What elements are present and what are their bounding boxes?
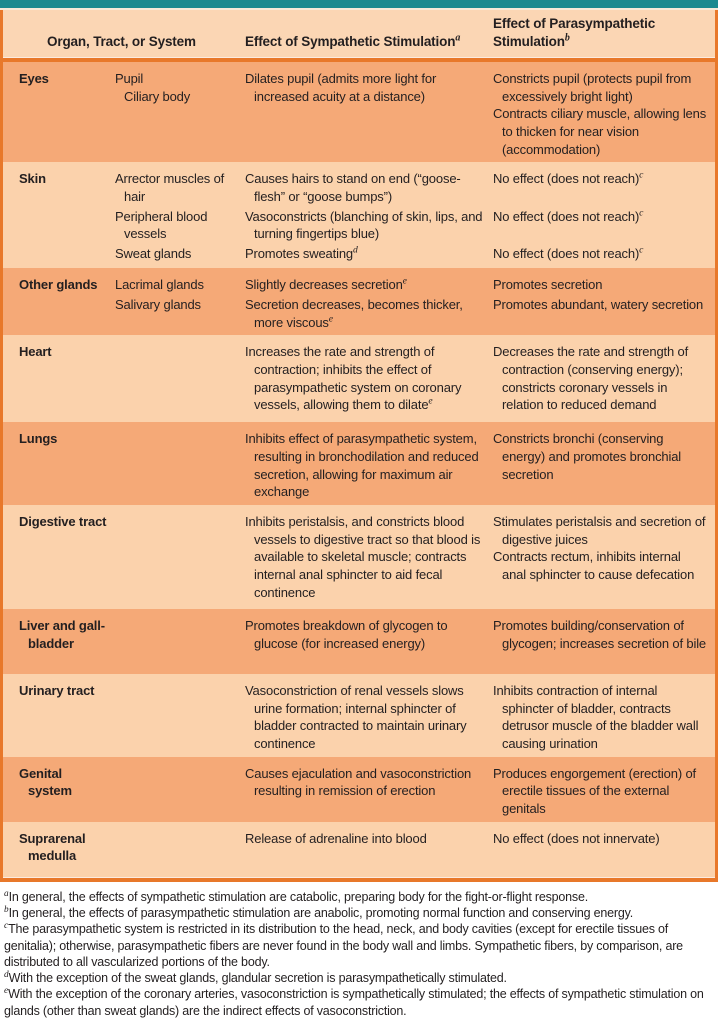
organ-cell: Other glands — [19, 277, 98, 293]
sympathetic-effect-cell: Release of adrenaline into blood — [245, 830, 493, 865]
parasympathetic-effect-cell: Constricts pupil (protects pupil from ex… — [493, 70, 711, 158]
parasympathetic-effect-cell: Promotes secretion — [493, 276, 711, 294]
effect-paragraph: No effect (does not innervate) — [493, 830, 660, 846]
organ-part-cell: Arrector muscles of hair — [115, 171, 225, 205]
sympathetic-effect-cell: Promotes sweatingd — [245, 245, 493, 263]
effect-paragraph: Vasoconstricts (blanching of skin, lips,… — [245, 208, 483, 242]
effect-paragraph: Slightly decreases secretione — [245, 276, 407, 293]
parasympathetic-effect-cell: Promotes building/conservation of glycog… — [493, 617, 711, 652]
table-row: Urinary tract Vasoconstriction of renal v… — [3, 674, 715, 757]
parasympathetic-effect-cell: Produces engorgement (erection) of erect… — [493, 765, 711, 818]
organ-part-cell: Lacrimal glands — [115, 277, 204, 293]
organ-cell: Urinary tract — [19, 683, 95, 699]
parasympathetic-effect-cell: Stimulates peristalsis and secretion of … — [493, 513, 711, 601]
effect-paragraph: Release of adrenaline into blood — [245, 830, 427, 846]
organ-cell: Skin — [19, 171, 46, 187]
organ-part-cell: Salivary glands — [115, 297, 201, 313]
effect-paragraph: No effect (does not reach)c — [493, 244, 644, 262]
sympathetic-effect-cell: Secretion decreases, becomes thicker, mo… — [245, 296, 493, 331]
effect-paragraph: No effect (does not reach)c — [493, 207, 644, 224]
organ-cell: Digestive tract — [19, 514, 107, 530]
effect-paragraph: Dilates pupil (admits more light for inc… — [245, 71, 437, 104]
organ-part-cell: Peripheral blood vessels — [115, 208, 208, 242]
sympathetic-effect-cell: Inhibits effect of parasympathetic syste… — [245, 430, 493, 501]
footer-divider-rule — [3, 876, 715, 882]
column-header-parasympathetic: Effect of Parasympathetic Stimulationb — [493, 16, 656, 49]
organ-part-cell: Pupil Ciliary body — [115, 71, 191, 104]
sympathetic-effect-cell: Dilates pupil (admits more light for inc… — [245, 70, 493, 158]
parasympathetic-effect-cell: No effect (does not reach)c — [493, 170, 711, 205]
effect-paragraph: Causes ejaculation and vasoconstriction … — [245, 765, 472, 799]
sympathetic-effect-cell: Vasoconstriction of renal vessels slows … — [245, 682, 493, 753]
table-row: Digestive tract Inhibits peristalsis, and… — [3, 505, 715, 610]
organ-part-cell: Sweat glands — [115, 246, 192, 262]
effect-paragraph: No effect (does not reach)c — [493, 170, 644, 187]
parasympathetic-effect-cell: Decreases the rate and strength of contr… — [493, 343, 711, 414]
effect-paragraph: Constricts bronchi (conserving energy) a… — [493, 431, 682, 482]
effect-paragraph: Constricts pupil (protects pupil from ex… — [493, 71, 692, 104]
table-row: Eyes Pupil Ciliary body Dilates pupil (adm… — [3, 62, 715, 163]
table-row: Suprarenal medulla Release of adrenaline … — [3, 821, 715, 877]
effect-paragraph: Produces engorgement (erection) of erect… — [493, 765, 697, 817]
effect-paragraph: Decreases the rate and strength of contr… — [493, 344, 689, 413]
effect-paragraph: Inhibits peristalsis, and constricts blo… — [245, 514, 481, 600]
organ-cell: Genital system — [19, 765, 72, 799]
sympathetic-effect-cell: Increases the rate and strength of contr… — [245, 343, 493, 414]
effect-paragraph: Secretion decreases, becomes thicker, mo… — [245, 297, 463, 330]
top-accent-bar — [0, 0, 718, 8]
effect-paragraph: Increases the rate and strength of contr… — [245, 344, 462, 413]
table-row: Heart Increases the rate and strength of … — [3, 335, 715, 423]
effect-paragraph: Vasoconstriction of renal vessels slows … — [245, 683, 467, 752]
organ-cell: Eyes — [19, 71, 49, 86]
footnote: eWith the exception of the coronary arte… — [4, 986, 704, 1018]
effect-paragraph: Inhibits contraction of internal sphinct… — [493, 683, 699, 752]
sympathetic-effect-cell: Inhibits peristalsis, and constricts blo… — [245, 513, 493, 601]
sympathetic-effect-cell: Slightly decreases secretione — [245, 276, 493, 294]
effect-paragraph: Promotes building/conservation of glycog… — [493, 618, 707, 651]
effect-paragraph: Contracts ciliary muscle, allowing lens … — [493, 106, 707, 157]
parasympathetic-effect-cell: No effect (does not reach)c — [493, 245, 711, 263]
column-header-organ: Organ, Tract, or System — [47, 33, 196, 49]
table-row: Liver and gall- bladder Promotes breakdow… — [3, 609, 715, 675]
organ-cell: Liver and gall- bladder — [19, 618, 105, 651]
footnote: bIn general, the effects of parasympathe… — [4, 904, 634, 921]
footnote: cThe parasympathetic system is restricte… — [4, 921, 683, 969]
effect-paragraph: Contracts rectum, inhibits internal anal… — [493, 549, 695, 583]
parasympathetic-effect-cell: No effect (does not innervate) — [493, 830, 711, 865]
parasympathetic-effect-cell: Constricts bronchi (conserving energy) a… — [493, 430, 711, 501]
parasympathetic-effect-cell: No effect (does not reach)c — [493, 208, 711, 243]
parasympathetic-effect-cell: Promotes abundant, watery secretion — [493, 296, 711, 331]
header-divider-rule — [3, 57, 715, 62]
organ-cell: Suprarenal medulla — [19, 830, 86, 864]
column-header-sympathetic: Effect of Sympathetic Stimulationa — [245, 32, 461, 49]
sympathetic-effect-cell: Promotes breakdown of glycogen to glucos… — [245, 617, 493, 652]
header-gap-line — [0, 8, 718, 10]
effect-paragraph: Causes hairs to stand on end (“goose-fle… — [245, 171, 461, 205]
organ-cell: Lungs — [19, 431, 58, 447]
sympathetic-effect-cell: Causes ejaculation and vasoconstriction … — [245, 765, 493, 818]
parasympathetic-effect-cell: Inhibits contraction of internal sphinct… — [493, 682, 711, 753]
autonomic-effects-table: Organ, Tract, or System Effect of Sympat… — [0, 10, 718, 882]
table-row: Genital system Causes ejaculation and vas… — [3, 756, 715, 822]
effect-paragraph: Stimulates peristalsis and secretion of … — [493, 514, 706, 547]
effect-paragraph: Promotes abundant, watery secretion — [493, 297, 704, 313]
effect-paragraph: Promotes secretion — [493, 277, 603, 293]
table-row: Other glands Lacrimal glands Slightly decr… — [3, 268, 715, 336]
table-header-row: Organ, Tract, or System Effect of Sympat… — [3, 10, 715, 57]
footnotes-section: aIn general, the effects of sympathetic … — [0, 882, 718, 1019]
effect-paragraph: Promotes breakdown of glycogen to glucos… — [245, 618, 448, 651]
table-row: Lungs Inhibits effect of parasympathetic … — [3, 422, 715, 506]
sympathetic-effect-cell: Causes hairs to stand on end (“goose-fle… — [245, 170, 493, 205]
footnote: aIn general, the effects of sympathetic … — [4, 888, 589, 904]
sympathetic-effect-cell: Vasoconstricts (blanching of skin, lips,… — [245, 208, 493, 243]
footnote: dWith the exception of the sweat glands,… — [4, 969, 507, 986]
effect-paragraph: Promotes sweatingd — [245, 244, 358, 262]
organ-cell: Heart — [19, 344, 52, 360]
table-row: Skin Arrector muscles of hair Causes hairs… — [3, 162, 715, 269]
table-body: Eyes Pupil Ciliary body Dilates pupil (adm… — [3, 62, 715, 877]
effect-paragraph: Inhibits effect of parasympathetic syste… — [245, 431, 479, 500]
